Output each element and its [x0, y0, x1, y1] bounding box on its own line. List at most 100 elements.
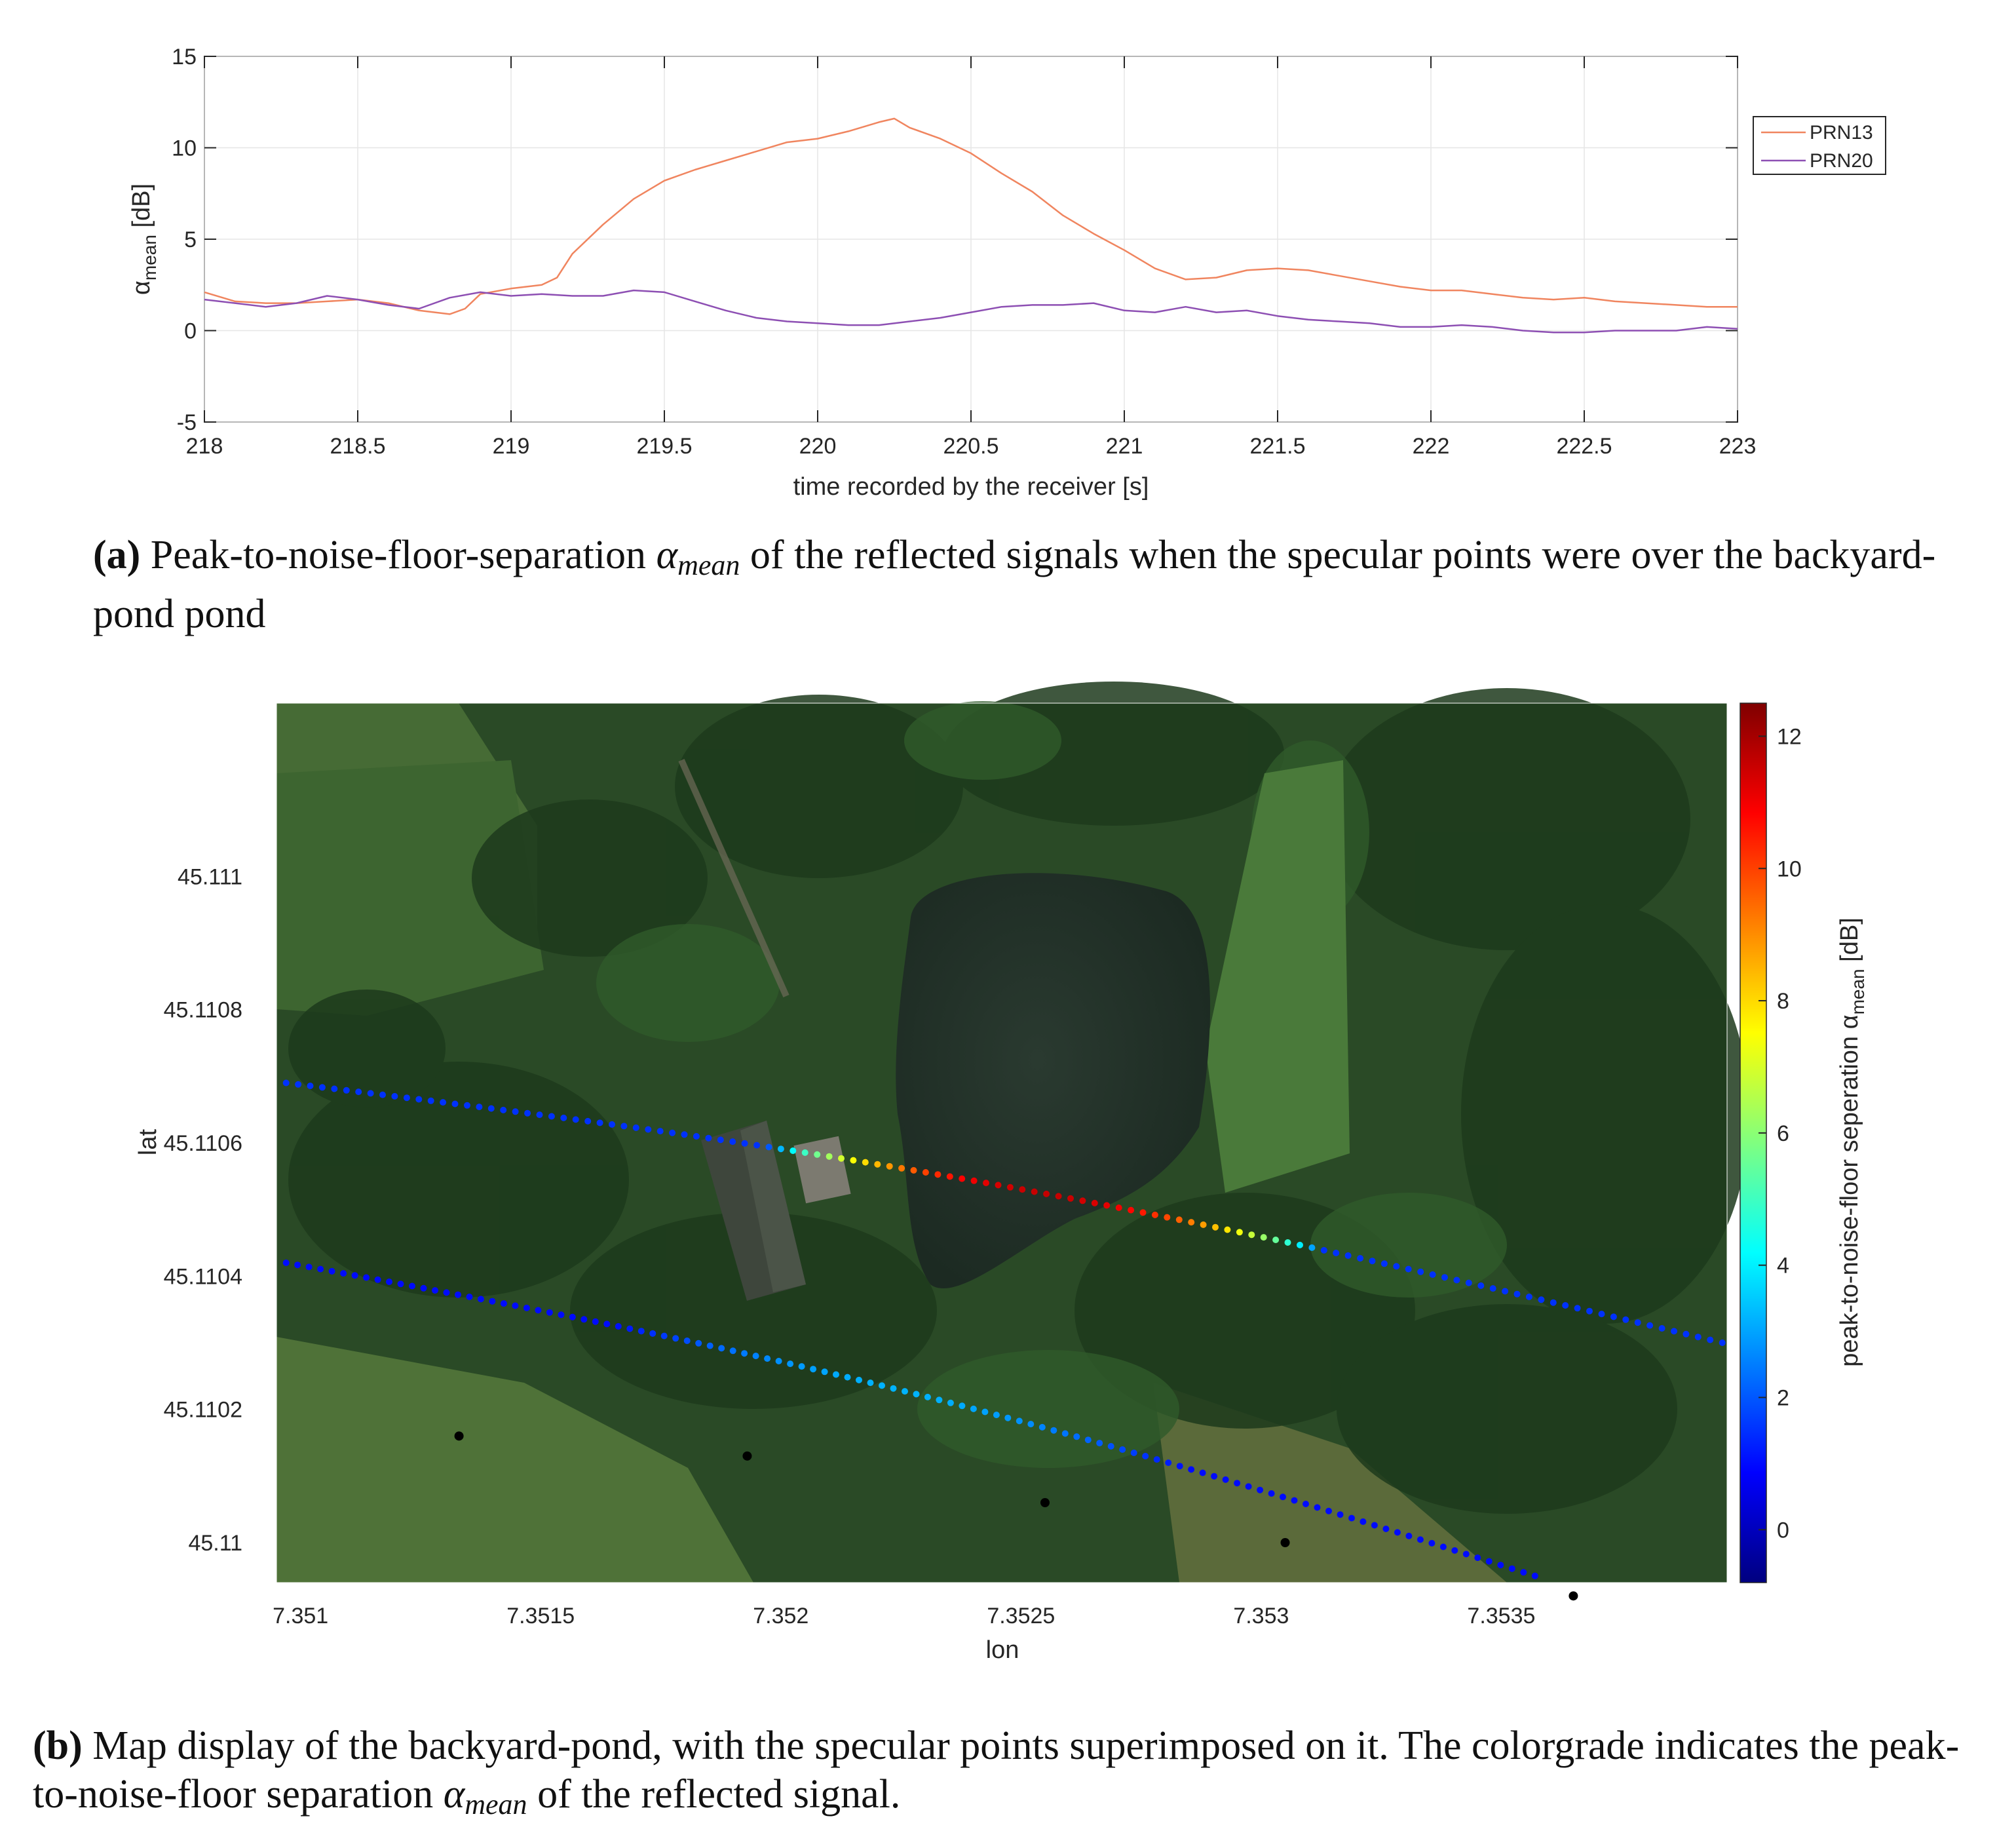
specular-point — [1441, 1274, 1448, 1281]
specular-point — [656, 1128, 664, 1135]
black-marker — [454, 1431, 464, 1441]
specular-point — [1236, 1229, 1243, 1236]
specular-point — [632, 1124, 639, 1131]
y-tick-label: -5 — [177, 410, 197, 435]
series-line-prn13 — [204, 117, 1738, 315]
specular-point — [603, 1320, 611, 1328]
map-y-tick-label: 45.11 — [188, 1531, 242, 1556]
specular-point — [1188, 1219, 1195, 1226]
specular-point — [1520, 1569, 1527, 1576]
specular-point — [777, 1145, 784, 1153]
x-tick-label: 220 — [799, 434, 837, 459]
specular-point — [1562, 1302, 1569, 1309]
specular-point — [717, 1136, 724, 1144]
specular-point — [947, 1399, 954, 1406]
specular-point — [1405, 1532, 1413, 1539]
specular-point — [821, 1368, 828, 1376]
specular-point — [523, 1304, 530, 1311]
x-tick-label: 218.5 — [330, 434, 385, 459]
specular-point — [890, 1385, 897, 1392]
axis-ticks: 218 218.5 219 219.5 220 220.5 221 221.5 222 222.5… — [172, 45, 1756, 459]
legend-label-prn13: PRN13 — [1810, 122, 1873, 144]
specular-point — [1508, 1565, 1515, 1572]
specular-point — [615, 1323, 622, 1330]
colorbar-tick-label: 6 — [1777, 1121, 1789, 1146]
specular-point — [856, 1376, 862, 1383]
specular-point — [1586, 1307, 1593, 1315]
specular-point — [833, 1371, 839, 1378]
specular-point — [1224, 1226, 1231, 1233]
specular-point — [681, 1131, 688, 1138]
map-y-tick-label: 45.111 — [178, 864, 242, 889]
specular-point — [355, 1088, 362, 1096]
specular-point — [1525, 1294, 1532, 1300]
specular-point — [787, 1360, 794, 1368]
colorbar-tick-label: 10 — [1777, 857, 1802, 881]
specular-point — [1344, 1252, 1352, 1259]
specular-point — [1234, 1480, 1241, 1487]
x-tick-label: 222 — [1413, 434, 1450, 459]
specular-point — [1489, 1285, 1496, 1292]
specular-point — [898, 1165, 905, 1172]
specular-point — [789, 1147, 797, 1154]
specular-point — [683, 1338, 691, 1344]
specular-point — [1091, 1199, 1098, 1206]
specular-point — [1199, 1469, 1206, 1476]
specular-point — [403, 1094, 410, 1102]
x-axis-label: time recorded by the receiver [s] — [793, 473, 1149, 501]
specular-point — [1474, 1554, 1481, 1562]
specular-point — [455, 1291, 461, 1298]
specular-point-tracks — [282, 1079, 1726, 1579]
specular-point — [409, 1282, 415, 1290]
specular-point — [995, 1182, 1002, 1189]
map-y-tick-label: 45.1102 — [164, 1398, 242, 1423]
specular-point — [282, 1079, 290, 1087]
specular-point — [1019, 1186, 1026, 1193]
colorbar-tick-label: 2 — [1777, 1385, 1789, 1410]
specular-point — [838, 1155, 845, 1162]
specular-point — [464, 1102, 470, 1109]
specular-point — [351, 1272, 358, 1279]
colorbar-tick-label: 8 — [1777, 989, 1789, 1014]
specular-point — [512, 1108, 519, 1115]
map-y-tick-label: 45.1104 — [164, 1264, 242, 1289]
specular-point — [1610, 1313, 1617, 1320]
specular-point — [1260, 1234, 1267, 1241]
specular-point — [752, 1353, 759, 1360]
specular-point — [936, 1396, 943, 1404]
map-axes-box — [276, 703, 1728, 1583]
black-marker — [1280, 1538, 1290, 1547]
legend-box — [1753, 116, 1886, 175]
specular-point — [432, 1287, 438, 1294]
specular-point — [1622, 1316, 1629, 1323]
specular-point — [1369, 1258, 1376, 1265]
specular-point — [1531, 1572, 1538, 1579]
black-marker — [1040, 1498, 1050, 1507]
specular-point — [1538, 1296, 1545, 1303]
specular-point — [1055, 1193, 1062, 1200]
specular-point — [1130, 1450, 1137, 1456]
specular-point — [343, 1087, 350, 1094]
specular-point — [1429, 1271, 1436, 1278]
specular-point — [451, 1100, 459, 1107]
specular-point — [1050, 1427, 1057, 1434]
colorbar-gradient — [1740, 703, 1767, 1583]
specular-point — [810, 1366, 817, 1373]
specular-point — [862, 1159, 869, 1166]
y-tick-label: 10 — [172, 136, 197, 161]
map-x-axis-label: lon — [986, 1636, 1019, 1664]
specular-point — [1222, 1476, 1229, 1483]
grid — [204, 56, 1738, 423]
specular-point — [645, 1126, 652, 1133]
specular-point — [775, 1358, 782, 1364]
legend-label-prn20: PRN20 — [1810, 150, 1873, 172]
specular-point — [1268, 1490, 1275, 1497]
colorbar: 0 2 4 6 8 10 12 peak-to-noise-floor seperation… — [1740, 703, 1868, 1583]
specular-point — [993, 1412, 1000, 1419]
specular-point — [798, 1363, 805, 1370]
specular-point — [1079, 1197, 1086, 1204]
y-axis-label: αmean [dB] — [128, 183, 160, 295]
specular-point — [672, 1335, 679, 1342]
specular-point — [1139, 1209, 1147, 1216]
specular-point — [970, 1177, 978, 1184]
